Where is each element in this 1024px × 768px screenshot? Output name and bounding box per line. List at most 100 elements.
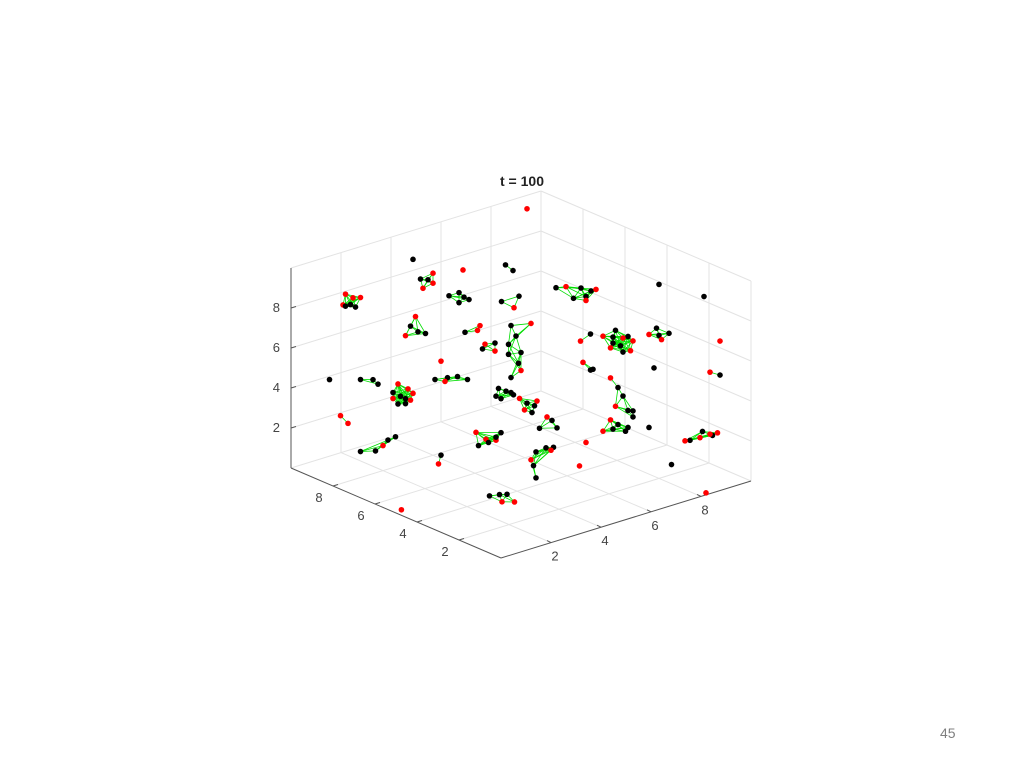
x-tick-label: 2 [551,549,558,564]
x-tick [696,493,702,497]
black-point [347,301,354,308]
x-axis [500,480,752,559]
black-point [651,365,657,371]
z-tick [290,346,297,349]
black-point [503,388,509,394]
red-point [438,358,444,364]
edge [622,395,634,412]
red-point [583,439,589,446]
x-tick-label: 8 [701,502,708,517]
black-point [462,329,468,336]
red-point [703,490,709,496]
red-point [342,291,349,297]
y-tick [374,502,381,505]
black-point [407,323,414,329]
edge [444,379,468,382]
black-point [326,376,333,383]
grid-line [390,436,602,528]
red-point [544,414,550,420]
edge [510,352,522,378]
black-point [668,461,675,468]
black-point [701,293,707,300]
black-point [352,304,359,310]
z-tick-label: 4 [273,380,280,395]
black-point [536,425,543,432]
black-point [570,295,577,302]
black-point [395,401,401,407]
page-number: 45 [940,725,956,741]
red-point [357,294,364,301]
black-point [456,289,462,296]
red-point [395,381,401,387]
edge [533,447,547,466]
black-point [508,322,514,329]
black-point [505,341,512,348]
red-point [627,347,634,354]
black-point [446,292,452,299]
black-point [498,298,505,305]
black-point [456,299,462,306]
black-point [498,395,504,402]
black-point [625,424,631,431]
red-point [407,397,414,403]
black-point [653,325,660,331]
grid-line [458,462,710,541]
grid-line [540,270,752,362]
red-point [460,267,466,273]
red-point [420,285,426,292]
black-point [464,376,471,383]
red-point [412,313,419,320]
red-point [600,428,606,434]
edge [415,316,426,334]
black-point [530,462,537,469]
red-point [511,304,517,311]
red-point [600,333,606,339]
black-point [533,475,539,481]
black-point [615,384,621,391]
black-point [717,372,723,378]
black-point [492,340,498,346]
red-point [528,457,534,463]
black-point [397,393,404,400]
y-tick-label: 6 [357,508,364,523]
black-point [495,385,502,392]
edge [615,405,634,418]
edge [392,392,414,394]
red-point [607,375,614,381]
z-tick-label: 8 [273,300,280,315]
red-point [593,286,599,293]
red-point [390,395,396,402]
black-point [515,360,522,367]
red-point [524,205,530,212]
edge [530,449,552,461]
black-point [496,491,503,498]
black-point [479,346,486,352]
black-point [610,334,616,340]
grid-line [290,230,542,309]
z-tick-label: 2 [273,420,280,435]
black-point [415,329,421,335]
black-point [417,276,424,282]
black-point [630,408,636,414]
black-point [554,425,560,431]
red-point [612,403,619,410]
red-point [717,338,723,344]
black-point [392,433,399,440]
red-point [534,398,540,404]
black-point [617,342,624,349]
red-point [707,431,713,437]
black-point [612,327,619,334]
black-point [578,285,584,291]
black-point [402,395,409,402]
edge [530,447,547,461]
black-point [357,376,364,383]
red-point [511,499,518,505]
grid-line [490,405,702,497]
black-point [656,332,662,339]
x-tick [596,524,602,528]
edge [508,325,512,345]
black-point [646,424,652,431]
black-point [425,276,431,283]
black-point [504,491,510,498]
